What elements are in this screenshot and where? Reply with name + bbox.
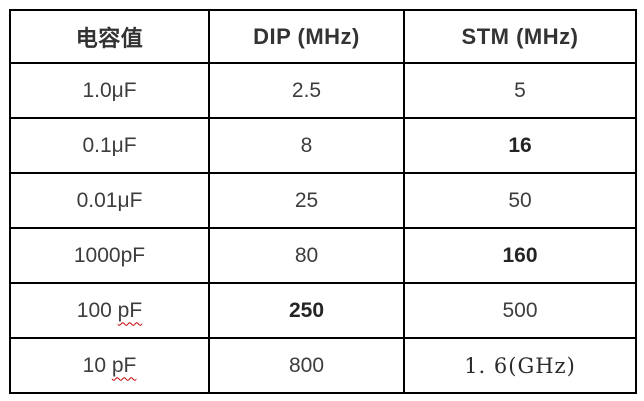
table-row: 0.1μF 8 16 (9, 117, 637, 174)
dip-value-cell: 800 (208, 337, 405, 394)
stm-value-cell: 50 (403, 172, 637, 229)
table-header-row: 电容值 DIP (MHz) STM (MHz) (9, 9, 637, 64)
stm-value-cell: 500 (403, 282, 637, 339)
capacitor-frequency-table: 电容值 DIP (MHz) STM (MHz) 1.0μF 2.5 5 0.1μ… (9, 9, 637, 394)
capacitance-cell: 1.0μF (9, 62, 210, 119)
stm-value-cell: 160 (403, 227, 637, 284)
header-cell-stm-mhz: STM (MHz) (403, 9, 637, 64)
capacitance-text: 100 (76, 298, 118, 322)
capacitance-cell: 100 pF (9, 282, 210, 339)
dip-value-cell: 250 (208, 282, 405, 339)
table-row: 100 pF 250 500 (9, 282, 637, 339)
table-row: 1000pF 80 160 (9, 227, 637, 284)
capacitance-cell: 0.01μF (9, 172, 210, 229)
capacitance-text: 10 (82, 353, 112, 377)
dip-value-cell: 2.5 (208, 62, 405, 119)
capacitance-cell: 0.1μF (9, 117, 210, 174)
capacitance-cell: 1000pF (9, 227, 210, 284)
table-row: 1.0μF 2.5 5 (9, 62, 637, 119)
table-row: 10 pF 800 1. 6(GHz) (9, 337, 637, 394)
dip-value-cell: 80 (208, 227, 405, 284)
stm-value-cell: 1. 6(GHz) (403, 337, 637, 394)
stm-value-cell: 16 (403, 117, 637, 174)
capacitor-frequency-table-container: 电容值 DIP (MHz) STM (MHz) 1.0μF 2.5 5 0.1μ… (9, 9, 637, 394)
dip-value-cell: 25 (208, 172, 405, 229)
capacitance-cell: 10 pF (9, 337, 210, 394)
table-row: 0.01μF 25 50 (9, 172, 637, 229)
header-cell-dip-mhz: DIP (MHz) (208, 9, 405, 64)
capacitance-text-spellcheck-underline: pF (117, 298, 143, 322)
header-cell-capacitance: 电容值 (9, 9, 210, 64)
dip-value-cell: 8 (208, 117, 405, 174)
stm-value-cell: 5 (403, 62, 637, 119)
capacitance-text-spellcheck-underline: pF (111, 353, 137, 377)
